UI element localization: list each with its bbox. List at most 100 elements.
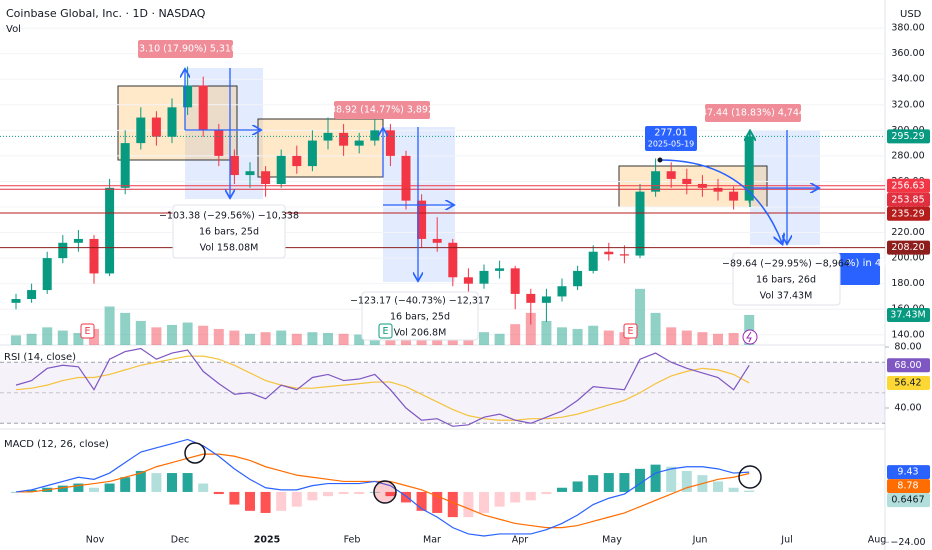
candle-body [573, 270, 583, 287]
candle-body [729, 191, 739, 201]
volume-bar [57, 330, 68, 345]
candle-body [682, 178, 692, 184]
earnings-icon[interactable] [378, 323, 393, 339]
macd-hist-bar [619, 473, 630, 492]
candle-body [526, 293, 536, 303]
forecast-label: %) in 42d [846, 258, 894, 269]
earnings-letter[interactable]: E [382, 326, 388, 337]
price-tag [887, 240, 930, 255]
macd-hist-bar [385, 491, 396, 497]
volume-bar [276, 330, 287, 345]
candle-body [448, 242, 458, 278]
candle-body [432, 238, 442, 243]
measure-label-bg [334, 101, 430, 119]
volume-bar [541, 320, 552, 345]
curve-arrow [659, 159, 782, 243]
x-tick-label: Jul [780, 535, 792, 546]
macd-hist-bar [713, 481, 723, 492]
volume-bar [167, 324, 177, 345]
macd-hist-bar [229, 491, 240, 505]
candle-body [167, 107, 177, 137]
rsi-tick-label: 40.00 [894, 403, 921, 414]
price-tag [887, 206, 930, 221]
earnings-icon[interactable] [80, 323, 95, 339]
measure-label-bg [138, 40, 233, 58]
volume-bar [572, 328, 583, 345]
candle-body [463, 277, 473, 284]
price-tag [887, 178, 930, 193]
volume-bar [354, 334, 365, 345]
stats-box [732, 252, 841, 306]
volume-bar [635, 288, 645, 345]
rsi-line [15, 347, 750, 427]
macd-hist-bar [603, 473, 614, 492]
macd-hist-bar [260, 491, 271, 513]
event-icon[interactable] [742, 329, 758, 345]
stats-box [172, 204, 286, 259]
macd-hist-bar [245, 491, 255, 511]
candle-body [510, 268, 520, 294]
volume-bar [291, 333, 302, 345]
volume-bar [338, 333, 349, 345]
macd-hist-bar [182, 473, 193, 492]
price-tag [887, 129, 930, 144]
candle-body [27, 290, 37, 299]
macd-hist-bar [104, 483, 115, 492]
volume-bar [713, 333, 723, 345]
y-tick-label: 220.00 [891, 227, 924, 238]
candle-body [370, 130, 380, 141]
candle-body [105, 187, 115, 274]
macd-hist-bar [463, 491, 474, 518]
earnings-icon[interactable] [623, 323, 638, 339]
measure-label: 38.92 (14.77%) 3,892 [330, 105, 434, 116]
event-icon-bolt [746, 331, 752, 343]
candle-body [619, 254, 629, 256]
volume-bar [666, 327, 677, 345]
x-tick-label: Aug [868, 535, 887, 546]
candle-body [229, 155, 239, 176]
volume-bar [11, 335, 21, 345]
macd-hist-bar [635, 468, 645, 492]
macd-hist-bar [307, 491, 318, 501]
candle-body [385, 130, 395, 156]
macd-hist-bar [135, 470, 146, 492]
x-tick-label: Dec [171, 535, 189, 546]
stats-line: 16 bars, 25d [390, 312, 450, 323]
candle-body [541, 296, 551, 303]
macd-tag [887, 479, 930, 494]
volume-bar [151, 327, 162, 345]
stats-line: 16 bars, 26d [756, 275, 816, 286]
earnings-letter[interactable]: E [84, 326, 90, 337]
rsi-tag [887, 358, 930, 373]
x-tick-label: May [602, 535, 622, 546]
candle-body [651, 171, 661, 192]
candle-body [588, 251, 598, 271]
macd-hist-bar [681, 470, 692, 492]
macd-hist-bar [213, 491, 224, 495]
candle-body [417, 200, 427, 239]
earnings-letter[interactable]: E [627, 326, 633, 337]
y-tick-label: 200.00 [891, 253, 924, 264]
candle-body [666, 171, 676, 179]
volume-bar [120, 312, 131, 345]
rsi-tag [887, 375, 930, 390]
price-tag-label: 253.85 [891, 194, 924, 205]
candle-body [339, 132, 349, 146]
volume-bar [198, 325, 209, 345]
volume-bar [697, 332, 708, 345]
price-tag-label: 208.20 [891, 242, 924, 253]
macd-tag-label: 9.43 [897, 467, 918, 478]
x-tick-label: Nov [86, 535, 105, 546]
rsi-label: RSI (14, close) [4, 352, 76, 363]
volume-bar [494, 333, 505, 345]
volume-tag-label: 37.43M [890, 309, 925, 320]
price-tag-label: 256.63 [891, 180, 924, 191]
macd-hist-bar [323, 491, 333, 497]
candle-body [183, 85, 193, 108]
point-date: 2025-05-19 [648, 140, 695, 149]
macd-tag-label: 8.78 [897, 481, 918, 492]
highlight-circle [184, 442, 206, 464]
candle-body [744, 136, 754, 201]
candle-body [557, 286, 567, 297]
